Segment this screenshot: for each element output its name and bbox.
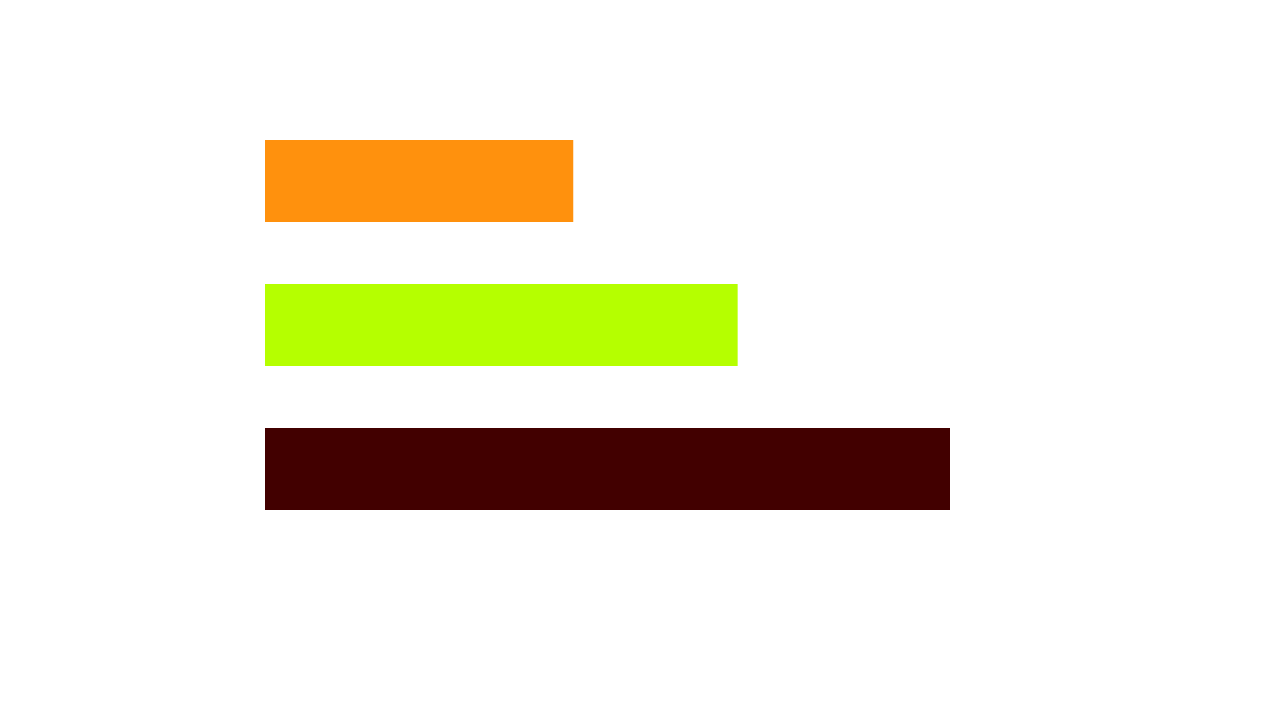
bars-group (265, 140, 950, 510)
bar-1 (265, 140, 574, 222)
bar-2 (265, 284, 738, 366)
bar-3 (265, 428, 950, 510)
